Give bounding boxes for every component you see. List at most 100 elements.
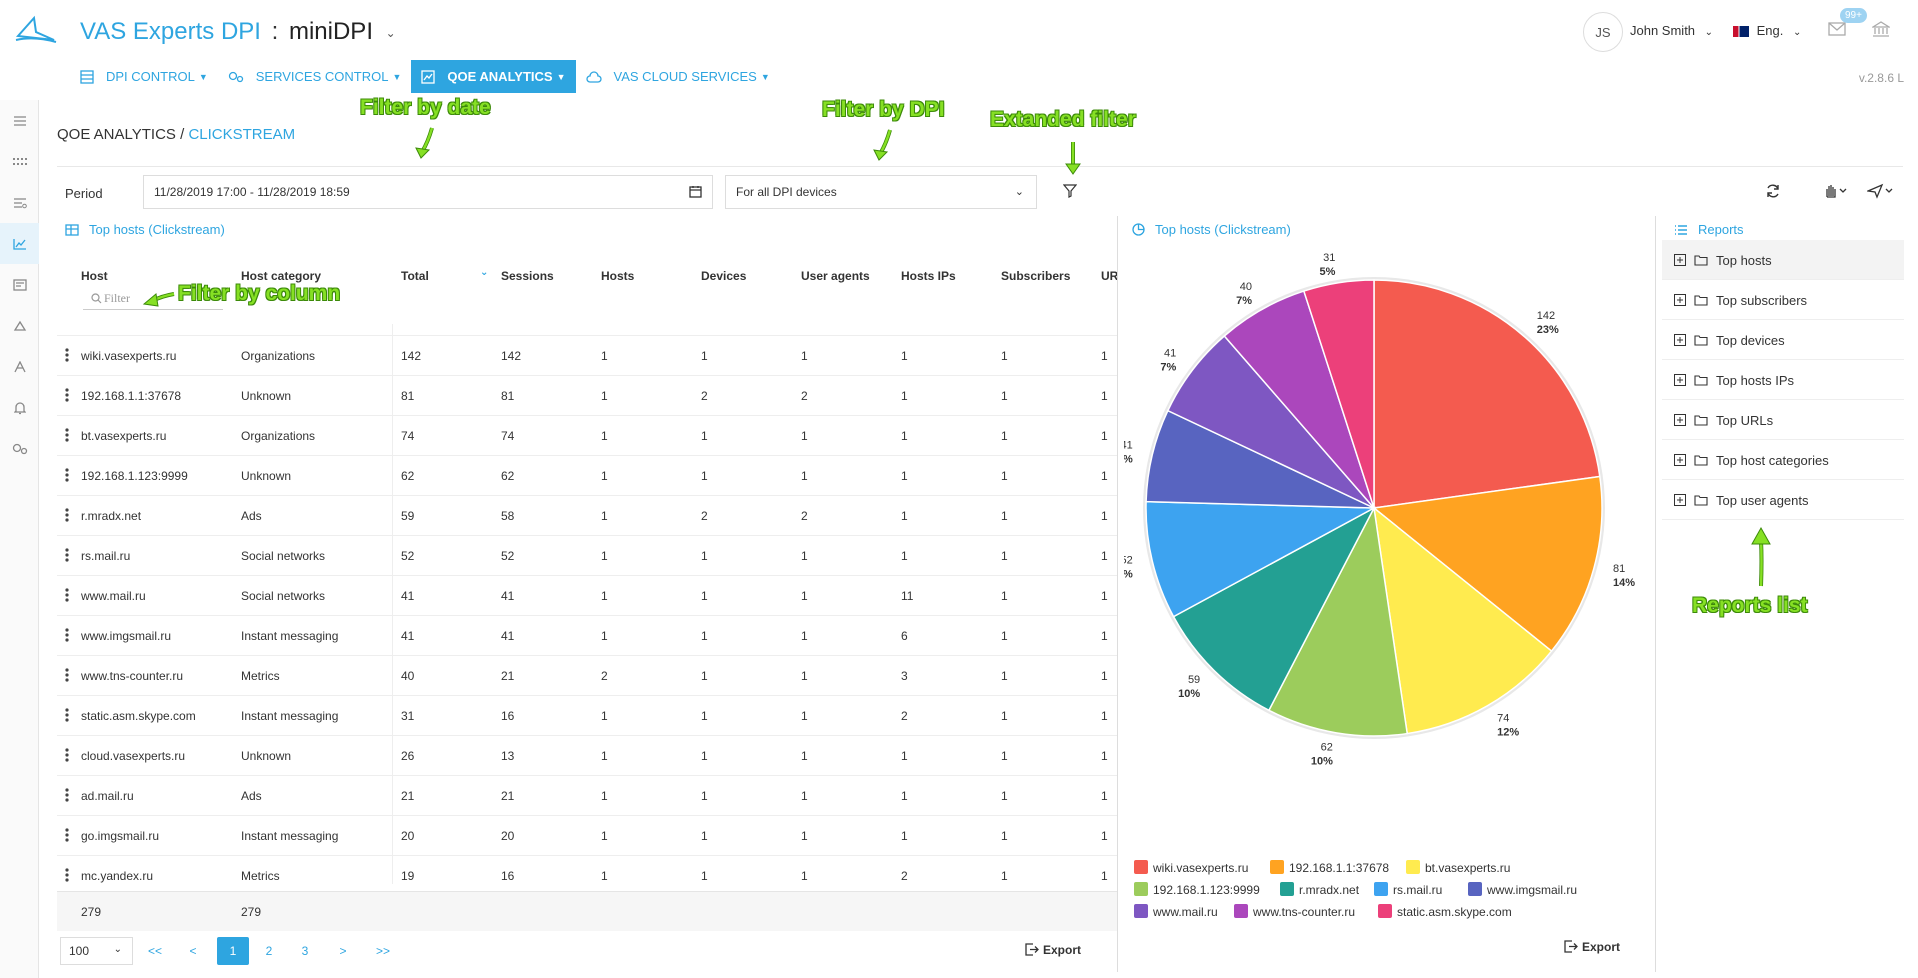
pie-slice-9[interactable] <box>1302 279 1375 509</box>
pie-slice-5[interactable] <box>1145 500 1377 618</box>
nav-services-control[interactable]: SERVICES CONTROL ▼ <box>218 60 412 93</box>
table-row[interactable]: bt.vasexperts.ru Organizations 74 74 1 1 1 1 1 1 <box>57 416 1117 456</box>
page-last[interactable]: >> <box>375 944 390 958</box>
pie-slice-3[interactable] <box>1267 505 1409 737</box>
avatar[interactable]: JS <box>1583 12 1623 52</box>
app-title[interactable]: VAS Experts DPI : miniDPI ⌄ <box>80 18 396 46</box>
column-devices[interactable]: Devices <box>701 269 747 283</box>
column-hosts-ips[interactable]: Hosts IPs <box>901 269 956 283</box>
dpi-select[interactable]: For all DPI devices ⌄ <box>725 175 1037 209</box>
expand-icon[interactable] <box>1674 414 1686 426</box>
kebab-menu-icon[interactable] <box>65 548 69 562</box>
table-row[interactable]: static.asm.skype.com Instant messaging 31 1… <box>57 696 1117 736</box>
kebab-menu-icon[interactable] <box>65 588 69 602</box>
column-host-category[interactable]: Host category <box>241 269 322 283</box>
kebab-menu-icon[interactable] <box>65 428 69 442</box>
table-row[interactable]: cloud.vasexperts.ru Unknown 26 13 1 1 1 1 1 1 <box>57 736 1117 776</box>
pie-slice-4[interactable] <box>1172 506 1376 712</box>
column-sessions[interactable]: Sessions <box>501 269 554 283</box>
column-hosts[interactable]: Hosts <box>601 269 635 283</box>
refresh-icon[interactable] <box>1765 183 1781 199</box>
pie-slice-0[interactable] <box>1373 279 1601 509</box>
column-urls[interactable]: UR <box>1101 269 1118 283</box>
table-row[interactable]: www.mail.ru Social networks 41 41 1 1 1 11 1 1 <box>57 576 1117 616</box>
chevron-down-icon[interactable]: ⌄ <box>385 25 396 40</box>
kebab-menu-icon[interactable] <box>65 508 69 522</box>
calendar-icon[interactable] <box>689 185 702 198</box>
nav-qoe-analytics[interactable]: QOE ANALYTICS ▼ <box>411 60 576 93</box>
table-row[interactable]: 192.168.1.1:37678 Unknown 81 81 1 2 2 1 1 1 <box>57 376 1117 416</box>
report-item[interactable]: Top URLs <box>1662 400 1904 440</box>
rail-network[interactable] <box>0 305 39 346</box>
rail-reports[interactable] <box>0 264 39 305</box>
page-size-select[interactable]: 100 ⌄ <box>60 937 133 965</box>
table-row[interactable]: go.imgsmail.ru Instant messaging 20 20 1 1 1 1 1… <box>57 816 1117 856</box>
mail-icon[interactable] <box>1828 22 1846 36</box>
legend-item[interactable]: www.imgsmail.ru <box>1468 882 1577 897</box>
nav-vas-cloud[interactable]: VAS CLOUD SERVICES ▼ <box>576 60 780 93</box>
kebab-menu-icon[interactable] <box>65 388 69 402</box>
table-row[interactable]: rs.mail.ru Social networks 52 52 1 1 1 1 1 1 <box>57 536 1117 576</box>
kebab-menu-icon[interactable] <box>65 748 69 762</box>
page-1[interactable]: 1 <box>217 937 249 965</box>
legend-item[interactable]: rs.mail.ru <box>1374 882 1442 897</box>
chart-export-button[interactable]: Export <box>1564 940 1620 954</box>
language-selector[interactable]: Eng. ⌄ <box>1733 23 1801 38</box>
legend-item[interactable]: 192.168.1.1:37678 <box>1270 860 1389 875</box>
kebab-menu-icon[interactable] <box>65 468 69 482</box>
expand-icon[interactable] <box>1674 294 1686 306</box>
pie-slice-2[interactable] <box>1372 506 1553 735</box>
page-first[interactable]: << <box>147 944 162 958</box>
column-subscribers[interactable]: Subscribers <box>1001 269 1071 283</box>
period-input[interactable]: 11/28/2019 17:00 - 11/28/2019 18:59 <box>143 175 713 209</box>
page-next[interactable]: > <box>339 944 347 958</box>
legend-item[interactable]: r.mradx.net <box>1280 882 1359 897</box>
hand-icon[interactable] <box>1823 183 1849 199</box>
page-2[interactable]: 2 <box>265 944 273 958</box>
report-item[interactable]: Top subscribers <box>1662 280 1904 320</box>
expand-icon[interactable] <box>1674 374 1686 386</box>
report-item[interactable]: Top hosts IPs <box>1662 360 1904 400</box>
rail-dashboard[interactable] <box>0 141 39 182</box>
user-menu[interactable]: John Smith ⌄ <box>1630 23 1713 38</box>
column-total[interactable]: Total <box>401 269 429 283</box>
kebab-menu-icon[interactable] <box>65 788 69 802</box>
pie-slice-1[interactable] <box>1372 475 1603 653</box>
table-row[interactable]: wiki.vasexperts.ru Organizations 142 142 1 1 1… <box>57 336 1117 376</box>
report-item[interactable]: Top hosts <box>1662 240 1904 280</box>
table-row[interactable]: 192.168.1.123:9999 Unknown 62 62 1 1 1 1 1 1 <box>57 456 1117 496</box>
legend-item[interactable]: bt.vasexperts.ru <box>1406 860 1510 875</box>
table-row[interactable]: r.mradx.net Ads 59 58 1 2 2 1 1 1 <box>57 496 1117 536</box>
legend-item[interactable]: www.tns-counter.ru <box>1234 904 1355 919</box>
legend-item[interactable]: static.asm.skype.com <box>1378 904 1512 919</box>
report-item[interactable]: Top user agents <box>1662 480 1904 520</box>
kebab-menu-icon[interactable] <box>65 628 69 642</box>
sort-desc-icon[interactable]: ⌄ <box>480 267 489 278</box>
column-host[interactable]: Host <box>81 269 108 283</box>
rail-list[interactable] <box>0 182 39 223</box>
breadcrumb-root[interactable]: QOE ANALYTICS <box>57 126 176 143</box>
nav-dpi-control[interactable]: DPI CONTROL ▼ <box>70 60 218 93</box>
legend-item[interactable]: 192.168.1.123:9999 <box>1134 882 1260 897</box>
table-row[interactable]: www.tns-counter.ru Metrics 40 21 2 1 1 3 1 1 <box>57 656 1117 696</box>
kebab-menu-icon[interactable] <box>65 828 69 842</box>
rail-settings[interactable] <box>0 428 39 469</box>
legend-item[interactable]: www.mail.ru <box>1134 904 1218 919</box>
page-prev[interactable]: < <box>189 944 197 958</box>
table-export-button[interactable]: Export <box>1025 943 1081 957</box>
kebab-menu-icon[interactable] <box>65 668 69 682</box>
host-filter-input[interactable]: Filter <box>83 286 223 310</box>
kebab-menu-icon[interactable] <box>65 708 69 722</box>
table-row[interactable]: mc.yandex.ru Metrics 19 16 1 1 1 2 1 1 <box>57 856 1117 896</box>
report-item[interactable]: Top devices <box>1662 320 1904 360</box>
rail-analytics[interactable] <box>0 223 39 264</box>
legend-item[interactable]: wiki.vasexperts.ru <box>1134 860 1248 875</box>
kebab-menu-icon[interactable] <box>65 348 69 362</box>
rail-traffic[interactable] <box>0 346 39 387</box>
expand-icon[interactable] <box>1674 254 1686 266</box>
table-row[interactable]: ad.mail.ru Ads 21 21 1 1 1 1 1 1 <box>57 776 1117 816</box>
table-row[interactable]: www.imgsmail.ru Instant messaging 41 41 1 1 1 6… <box>57 616 1117 656</box>
column-user-agents[interactable]: User agents <box>801 269 870 283</box>
logo-icon[interactable] <box>14 14 58 46</box>
expand-icon[interactable] <box>1674 334 1686 346</box>
